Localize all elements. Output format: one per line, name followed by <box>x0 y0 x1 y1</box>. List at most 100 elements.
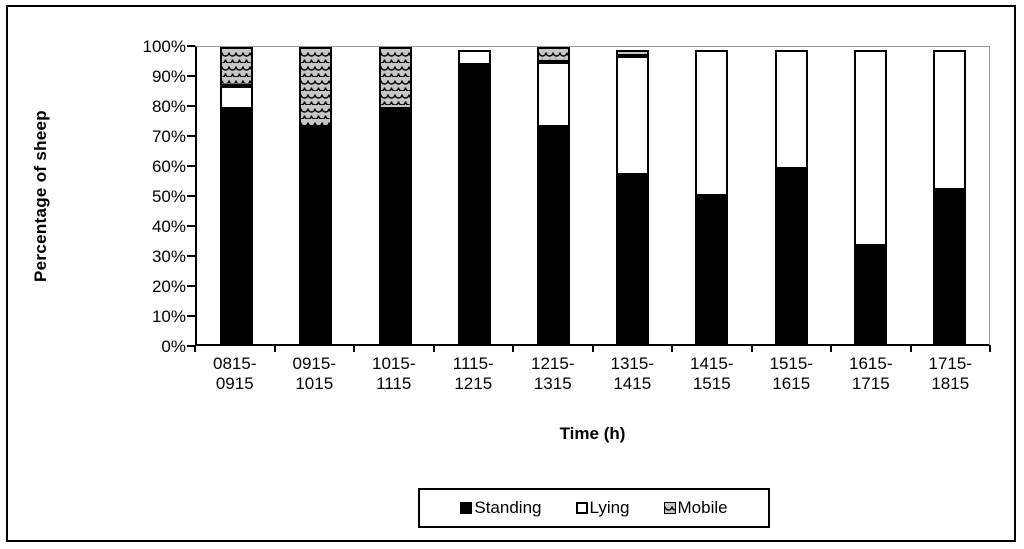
bar-segment-lying <box>536 61 570 128</box>
x-tick-mark <box>591 345 594 352</box>
bar-segment-standing <box>774 168 808 344</box>
bar-slot <box>276 47 355 344</box>
y-tick-label: 30% <box>151 246 186 266</box>
x-tick-label: 1115- 1215 <box>452 354 494 393</box>
x-tick-mark <box>750 345 753 352</box>
bar-segment-lying <box>457 49 491 65</box>
bar-segment-standing <box>220 109 254 344</box>
legend-label: Mobile <box>677 498 728 517</box>
bar-segment-mobile <box>536 47 570 62</box>
stacked-bar <box>774 47 808 344</box>
y-tick-mark <box>187 315 195 317</box>
bar-segment-standing <box>695 195 729 344</box>
stacked-bar <box>536 47 570 344</box>
stacked-bar <box>616 47 650 344</box>
bar-slot <box>910 47 989 344</box>
bar-segment-mobile <box>378 47 412 110</box>
legend-swatch-lying-icon <box>575 502 588 514</box>
bar-segment-lying <box>774 49 808 169</box>
stacked-bar <box>932 47 966 344</box>
x-tick-label: 0815- 0915 <box>213 354 257 393</box>
legend-box: Standing Lying Mobile <box>418 488 770 528</box>
bar-segment-lying <box>853 49 887 246</box>
y-tick-label: 100% <box>142 36 186 56</box>
y-tick-label: 40% <box>151 216 186 236</box>
stacked-bar <box>457 47 491 344</box>
x-tick-mark <box>989 345 991 352</box>
legend-label: Standing <box>474 498 542 517</box>
y-tick-label: 70% <box>151 126 186 146</box>
bar-segment-standing <box>536 127 570 344</box>
x-tick-label: 1515- 1615 <box>769 354 813 393</box>
x-tick-mark <box>671 345 673 352</box>
plot-area <box>195 46 990 346</box>
stacked-bar <box>853 47 887 344</box>
y-tick-mark <box>187 285 195 287</box>
bar-segment-standing <box>853 246 887 344</box>
x-tick-mark <box>830 345 832 352</box>
x-tick-label: 0915- 1015 <box>292 354 336 393</box>
bar-slot <box>593 47 672 344</box>
bar-slot <box>751 47 830 344</box>
y-tick-label: 20% <box>151 276 186 296</box>
x-tick-mark <box>273 345 276 352</box>
legend-item-standing: Standing <box>460 498 542 518</box>
bar-slot <box>197 47 276 344</box>
x-axis-title: Time (h) <box>559 424 626 443</box>
x-tick-label: 1615- 1715 <box>849 354 893 393</box>
y-tick-mark <box>187 255 195 257</box>
bar-segment-standing <box>299 127 333 344</box>
bar-slot <box>672 47 751 344</box>
y-tick-mark <box>187 195 195 197</box>
y-tick-mark <box>187 225 195 227</box>
stacked-bar <box>299 47 333 344</box>
legend-swatch-standing-icon <box>460 502 473 514</box>
bars-row <box>197 47 989 344</box>
bar-segment-lying <box>695 49 729 196</box>
bar-segment-standing <box>378 109 412 344</box>
x-tick-label: 1215- 1315 <box>531 354 575 393</box>
bar-slot <box>514 47 593 344</box>
x-tick-mark <box>512 345 514 352</box>
y-tick-mark <box>187 75 195 77</box>
bar-segment-standing <box>616 174 650 344</box>
x-tick-mark <box>353 345 355 352</box>
bar-segment-lying <box>220 85 254 110</box>
bar-slot <box>831 47 910 344</box>
stacked-bar <box>378 47 412 344</box>
y-tick-label: 10% <box>151 306 186 326</box>
bar-segment-standing <box>932 189 966 344</box>
x-tick-mark <box>194 345 196 352</box>
x-tick-mark <box>909 345 912 352</box>
bar-segment-mobile <box>299 47 333 128</box>
stacked-bar <box>220 47 254 344</box>
x-tick-label: 1715- 1815 <box>928 354 972 393</box>
bar-slot <box>435 47 514 344</box>
y-tick-label: 0% <box>161 336 186 356</box>
y-tick-label: 50% <box>151 186 186 206</box>
bar-segment-mobile <box>220 47 254 86</box>
y-tick-mark <box>187 45 195 47</box>
x-tick-label: 1315- 1415 <box>610 354 654 393</box>
legend-label: Lying <box>589 498 630 517</box>
legend-swatch-mobile-icon <box>663 502 676 514</box>
legend-item-mobile: Mobile <box>663 498 728 518</box>
bar-slot <box>355 47 434 344</box>
x-axis-labels: 0815- 0915 0915- 1015 1015- 1115 1115- 1215 1215… <box>195 354 990 394</box>
y-tick-mark <box>187 165 195 167</box>
bar-segment-standing <box>457 64 491 344</box>
bar-segment-lying <box>932 49 966 190</box>
legend-item-lying: Lying <box>575 498 630 518</box>
y-tick-label: 90% <box>151 66 186 86</box>
bar-segment-mobile <box>616 49 650 56</box>
x-tick-label: 1415- 1515 <box>690 354 734 393</box>
y-tick-mark <box>187 105 195 107</box>
x-tick-label: 1015- 1115 <box>372 354 416 393</box>
stacked-bar <box>695 47 729 344</box>
y-tick-label: 80% <box>151 96 186 116</box>
x-tick-mark <box>432 345 435 352</box>
y-tick-label: 60% <box>151 156 186 176</box>
y-tick-mark <box>187 135 195 137</box>
y-tick-mark <box>187 345 195 347</box>
